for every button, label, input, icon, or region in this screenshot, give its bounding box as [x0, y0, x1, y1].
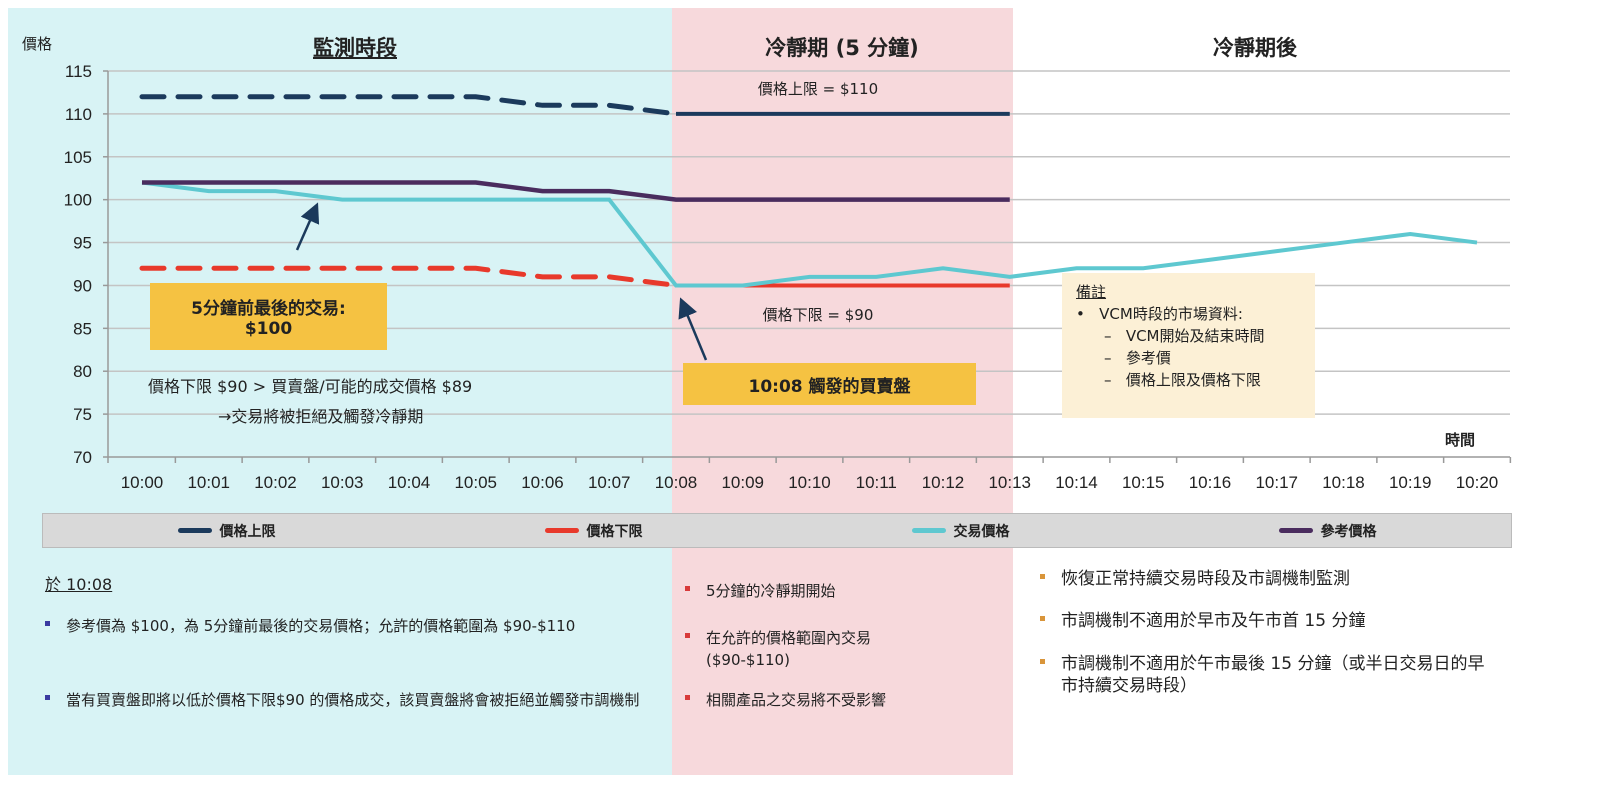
bottom-middle-item: 相關產品之交易將不受影響 [685, 689, 956, 711]
x-tick-label: 10:01 [187, 473, 230, 492]
x-tick-label: 10:03 [321, 473, 364, 492]
bottom-right-item: 恢復正常持續交易時段及市調機制監測 [1040, 568, 1491, 590]
legend-swatch [911, 528, 946, 533]
note-subitem: – 參考價 [1104, 349, 1171, 367]
monitoring-period-background [8, 8, 672, 775]
bottom-left-item-text: 當有買賣盤即將以低於價格下限$90 的價格成交，該買賣盤將會被拒絕並觸發市調機制 [66, 691, 640, 709]
y-tick-label: 95 [73, 234, 92, 253]
bottom-left-item-text: 參考價為 $100，為 5分鐘前最後的交易價格；允許的價格範圍為 $90-$11… [66, 617, 576, 635]
bottom-left-item: 當有買賣盤即將以低於價格下限$90 的價格成交，該買賣盤將會被拒絕並觸發市調機制 [45, 689, 655, 711]
note-subitem: – 價格上限及價格下限 [1104, 371, 1261, 389]
bullet-icon [45, 695, 50, 700]
bottom-middle-item: 5分鐘的冷靜期開始 [685, 580, 956, 602]
bullet-icon [685, 586, 690, 591]
bottom-right-item: 市調機制不適用於午市最後 15 分鐘（或半日交易日的早市持續交易時段） [1040, 653, 1491, 697]
arrow-icon [295, 202, 320, 251]
x-tick-label: 10:18 [1322, 473, 1365, 492]
bullet-icon [685, 695, 690, 700]
last-trade-callout-line1: 5分鐘前最後的交易: [191, 299, 346, 319]
x-axis-label: 時間 [1445, 431, 1476, 449]
y-tick-label: 80 [73, 362, 92, 381]
x-tick-label: 10:14 [1055, 473, 1098, 492]
legend-item-trade-price: 交易價格 [911, 521, 1010, 541]
legend-label: 價格上限 [219, 523, 276, 540]
legend-item-upper-limit: 價格上限 [177, 521, 276, 541]
note-bullet-text: VCM時段的市場資料: [1099, 305, 1243, 323]
x-tick-label: 10:13 [988, 473, 1031, 492]
x-tick-label: 10:05 [454, 473, 497, 492]
last-trade-callout: 5分鐘前最後的交易: $100 [150, 283, 387, 350]
rejection-text-line1: 價格下限 $90 > 買賣盤/可能的成交價格 $89 [148, 377, 473, 396]
y-tick-label: 85 [73, 319, 92, 338]
y-tick-label: 110 [65, 105, 92, 124]
y-tick-label: 75 [73, 405, 92, 424]
x-tick-label: 10:09 [721, 473, 764, 492]
note-subitem: – VCM開始及結束時間 [1104, 327, 1265, 345]
x-tick-label: 10:10 [788, 473, 831, 492]
chart-legend: 價格上限 價格下限 交易價格 參考價格 [42, 513, 1512, 548]
note-title: 備註 [1076, 283, 1107, 301]
arrow-icon [678, 297, 708, 361]
bullet-icon [1040, 658, 1045, 664]
x-tick-label: 10:07 [588, 473, 631, 492]
note-subitem-text: 價格上限及價格下限 [1125, 371, 1261, 389]
note-subitem-text: VCM開始及結束時間 [1125, 327, 1265, 345]
bottom-middle-item-text: 在允許的價格範圍內交易 ($90-$110) [706, 629, 872, 669]
x-tick-label: 10:16 [1189, 473, 1232, 492]
x-tick-label: 10:00 [121, 473, 164, 492]
y-axis-label: 價格 [22, 35, 53, 53]
y-tick-label: 70 [73, 448, 92, 467]
legend-label: 參考價格 [1320, 523, 1377, 540]
series-line-3 [142, 180, 1010, 202]
bottom-left-item: 參考價為 $100，為 5分鐘前最後的交易價格；允許的價格範圍為 $90-$11… [45, 615, 655, 637]
x-tick-label: 10:15 [1122, 473, 1165, 492]
bottom-right-item-text: 市調機制不適用於午市最後 15 分鐘（或半日交易日的早市持續交易時段） [1061, 654, 1485, 696]
legend-swatch [177, 528, 212, 533]
cooling-period-title: 冷靜期 (5 分鐘) [765, 36, 919, 60]
y-tick-label: 90 [73, 276, 92, 295]
x-tick-label: 10:12 [922, 473, 965, 492]
series-line-0-dashed [139, 94, 679, 117]
bottom-right-item-text: 恢復正常持續交易時段及市調機制監測 [1061, 569, 1350, 589]
legend-label: 交易價格 [953, 523, 1010, 540]
y-tick-label: 115 [65, 62, 92, 81]
x-tick-label: 10:11 [856, 473, 897, 492]
legend-item-lower-limit: 價格下限 [544, 521, 643, 541]
legend-label: 價格下限 [586, 523, 643, 540]
last-trade-callout-line2: $100 [244, 319, 293, 339]
lower-limit-annotation: 價格下限 = $90 [762, 306, 874, 324]
legend-swatch [1278, 528, 1313, 533]
legend-swatch [544, 528, 579, 533]
x-tick-label: 10:06 [521, 473, 564, 492]
rejection-text-line2: →交易將被拒絕及觸發冷靜期 [218, 407, 424, 426]
x-tick-label: 10:20 [1456, 473, 1499, 492]
trigger-callout: 10:08 觸發的買賣盤 [683, 363, 976, 405]
legend-item-reference-price: 參考價格 [1278, 521, 1377, 541]
x-tick-label: 10:04 [388, 473, 431, 492]
note-box: 備註 • VCM時段的市場資料: – VCM開始及結束時間 – 參考價 – 價格… [1062, 273, 1315, 418]
bullet-icon [1040, 573, 1045, 579]
trigger-callout-text: 10:08 觸發的買賣盤 [748, 376, 911, 397]
bottom-middle-item-text: 5分鐘的冷靜期開始 [706, 582, 836, 600]
x-tick-label: 10:17 [1255, 473, 1298, 492]
x-tick-label: 10:19 [1389, 473, 1432, 492]
bottom-middle-item: 在允許的價格範圍內交易 ($90-$110) [685, 627, 936, 671]
bullet-icon [685, 633, 690, 638]
x-tick-label: 10:08 [655, 473, 698, 492]
bullet-icon [45, 621, 50, 626]
bullet-icon [1040, 615, 1045, 621]
bottom-right-item-text: 市調機制不適用於早市及午市首 15 分鐘 [1061, 611, 1366, 631]
bottom-right-item: 市調機制不適用於早市及午市首 15 分鐘 [1040, 610, 1491, 632]
note-bullet: • VCM時段的市場資料: [1076, 305, 1243, 323]
x-tick-label: 10:02 [254, 473, 297, 492]
y-tick-label: 100 [64, 191, 92, 210]
after-cooling-title: 冷靜期後 [1213, 36, 1297, 60]
bottom-middle-item-text: 相關產品之交易將不受影響 [706, 691, 887, 709]
note-subitem-text: 參考價 [1125, 349, 1171, 367]
monitoring-period-title: 監測時段 [313, 36, 397, 60]
bottom-left-heading: 於 10:08 [45, 575, 113, 594]
y-tick-label: 105 [64, 148, 92, 167]
upper-limit-annotation: 價格上限 = $110 [757, 80, 879, 98]
